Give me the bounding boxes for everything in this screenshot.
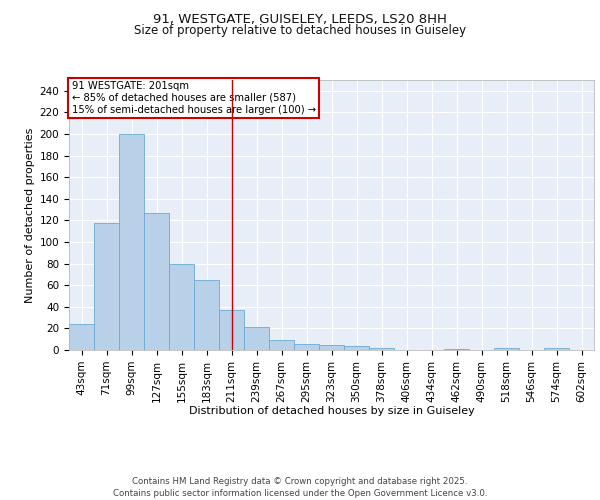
Text: 91, WESTGATE, GUISELEY, LEEDS, LS20 8HH: 91, WESTGATE, GUISELEY, LEEDS, LS20 8HH (153, 12, 447, 26)
Bar (544, 348, 569, 350)
Bar (319, 344, 344, 350)
Bar (444, 349, 469, 350)
Bar (119, 134, 144, 350)
Y-axis label: Number of detached properties: Number of detached properties (25, 128, 35, 302)
Bar (194, 280, 219, 350)
Bar (169, 264, 194, 350)
Bar (219, 310, 244, 350)
Bar (94, 222, 119, 350)
Text: 91 WESTGATE: 201sqm
← 85% of detached houses are smaller (587)
15% of semi-detac: 91 WESTGATE: 201sqm ← 85% of detached ho… (71, 82, 316, 114)
Text: Contains HM Land Registry data © Crown copyright and database right 2025.
Contai: Contains HM Land Registry data © Crown c… (113, 476, 487, 498)
X-axis label: Distribution of detached houses by size in Guiseley: Distribution of detached houses by size … (188, 406, 475, 416)
Bar (494, 348, 519, 350)
Bar (144, 213, 169, 350)
Bar (269, 340, 294, 350)
Bar (244, 328, 269, 350)
Text: Size of property relative to detached houses in Guiseley: Size of property relative to detached ho… (134, 24, 466, 37)
Bar (369, 348, 394, 350)
Bar (294, 344, 319, 350)
Bar (344, 346, 369, 350)
Bar (69, 324, 94, 350)
